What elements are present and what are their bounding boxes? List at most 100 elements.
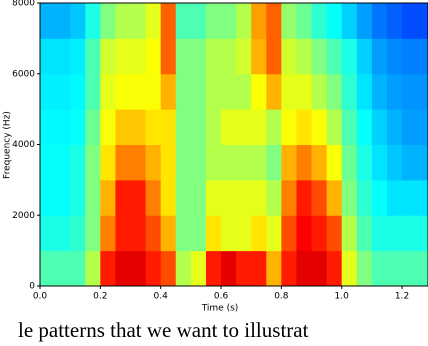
cell: [417, 73, 428, 110]
cell: [160, 3, 177, 39]
cell: [341, 73, 358, 110]
cell: [251, 73, 267, 110]
cell: [281, 73, 297, 110]
cell: [145, 109, 162, 145]
cell: [341, 250, 358, 286]
cell: [281, 3, 297, 39]
cell: [236, 144, 252, 181]
cell: [326, 144, 343, 181]
cell: [266, 215, 282, 252]
cell: [326, 250, 343, 286]
cell: [402, 3, 418, 39]
cell: [100, 38, 116, 75]
cell: [175, 215, 192, 252]
cell: [266, 179, 282, 216]
cell: [236, 3, 252, 39]
cell: [85, 215, 101, 252]
cell: [296, 73, 313, 110]
cell: [190, 3, 207, 39]
cell: [221, 179, 237, 216]
cell: [40, 3, 56, 39]
cell: [296, 3, 313, 39]
cell: [281, 144, 297, 181]
cell: [130, 38, 147, 75]
cell: [145, 38, 162, 75]
cell: [236, 250, 252, 286]
y-tick-label: 4000: [12, 140, 35, 150]
cell: [40, 250, 56, 286]
cell: [311, 250, 328, 286]
cell: [311, 3, 328, 39]
cell: [281, 179, 297, 216]
cell: [386, 73, 403, 110]
cell: [341, 215, 358, 252]
cell: [40, 38, 56, 75]
cell: [115, 179, 132, 216]
cell: [130, 215, 147, 252]
cell: [190, 179, 207, 216]
cell: [160, 109, 177, 145]
cell: [221, 109, 237, 145]
cell: [326, 179, 343, 216]
cell: [85, 144, 101, 181]
cell: [251, 3, 267, 39]
cell: [371, 215, 388, 252]
cell: [205, 144, 222, 181]
cell: [145, 250, 162, 286]
cell: [386, 144, 403, 181]
cell: [190, 73, 207, 110]
cell: [236, 215, 252, 252]
caption: le patterns that we want to illustrat: [18, 318, 309, 342]
cell: [236, 109, 252, 145]
cell: [221, 38, 237, 75]
cell: [55, 73, 71, 110]
cell: [386, 250, 403, 286]
cell: [100, 215, 116, 252]
cell: [205, 3, 222, 39]
cell: [311, 73, 328, 110]
cell: [175, 144, 192, 181]
cell: [281, 38, 297, 75]
x-tick-label: 0.4: [154, 292, 169, 302]
cell: [55, 179, 71, 216]
cell: [55, 3, 71, 39]
cell: [145, 73, 162, 110]
cell: [70, 73, 86, 110]
x-tick-label: 0.0: [33, 292, 48, 302]
cell: [371, 73, 388, 110]
cell: [311, 38, 328, 75]
cell: [296, 215, 313, 252]
cell: [417, 179, 428, 216]
cell: [386, 215, 403, 252]
cell: [175, 3, 192, 39]
cell: [70, 38, 86, 75]
cell: [115, 109, 132, 145]
cell: [266, 3, 282, 39]
cell: [70, 250, 86, 286]
x-axis-label: Time (s): [201, 304, 239, 314]
cell: [115, 215, 132, 252]
cell: [130, 179, 147, 216]
cell: [70, 179, 86, 216]
cell: [85, 250, 101, 286]
cell: [221, 3, 237, 39]
cell: [115, 3, 132, 39]
cell: [296, 38, 313, 75]
cell: [205, 73, 222, 110]
cell: [160, 215, 177, 252]
cell: [251, 109, 267, 145]
cell: [190, 109, 207, 145]
cell: [160, 38, 177, 75]
cell: [175, 250, 192, 286]
cell: [417, 144, 428, 181]
cell: [341, 179, 358, 216]
cell: [417, 250, 428, 286]
cell: [205, 109, 222, 145]
cell: [55, 109, 71, 145]
cell: [356, 215, 373, 252]
cell: [311, 215, 328, 252]
cell: [356, 38, 373, 75]
cell: [221, 73, 237, 110]
cell: [100, 73, 116, 110]
